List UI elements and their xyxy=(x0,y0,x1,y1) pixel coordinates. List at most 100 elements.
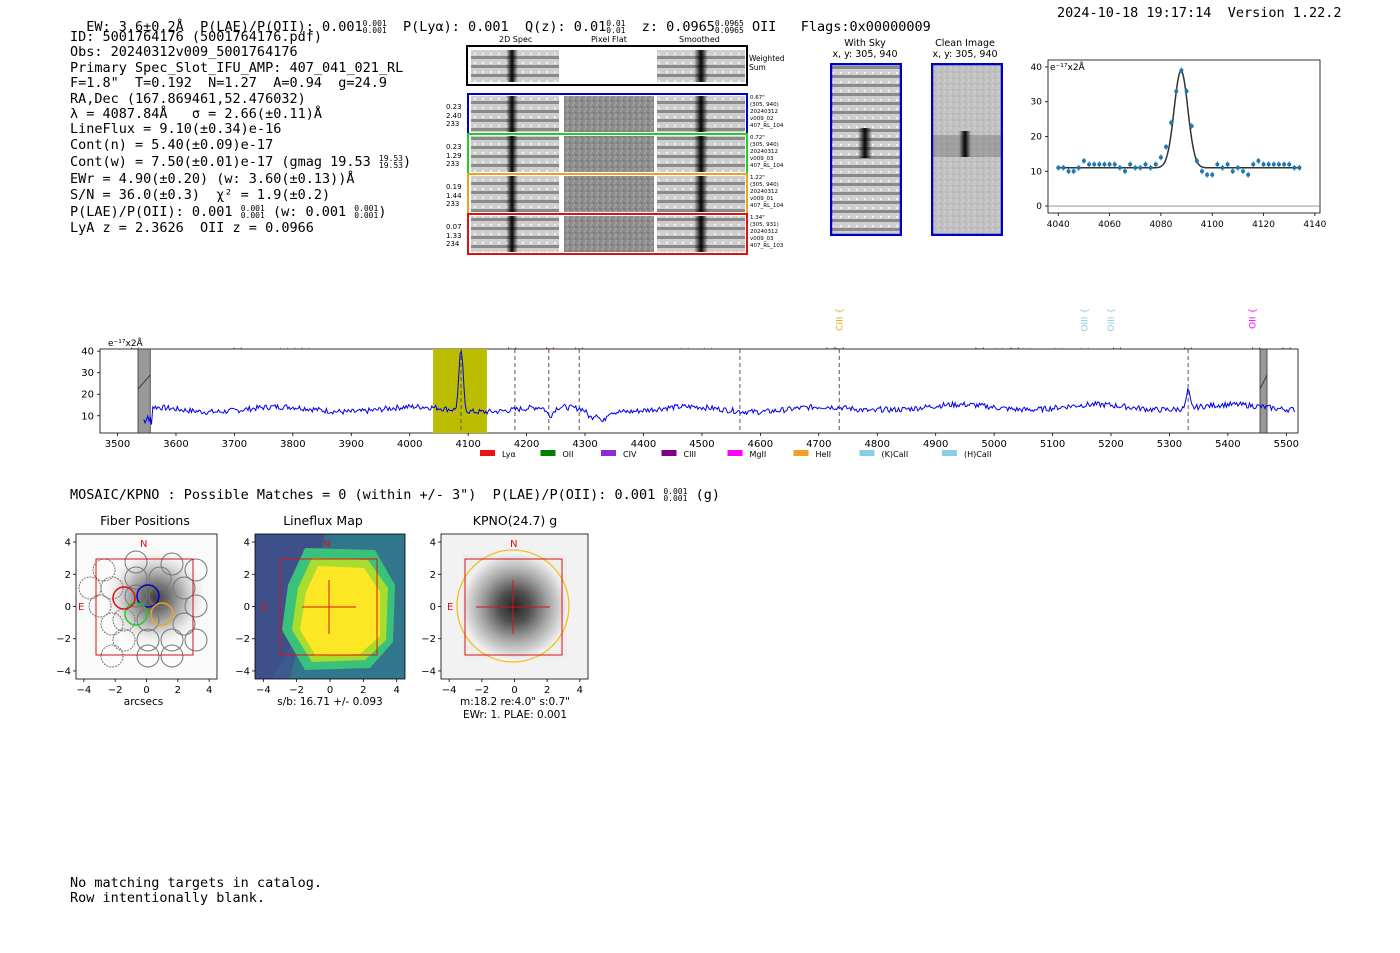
panel-xtick-label: 0 xyxy=(511,685,517,696)
zoom-data-point xyxy=(1287,162,1292,167)
zoom-xtick-label: 4100 xyxy=(1201,220,1224,230)
main-xtick-label: 5200 xyxy=(1098,439,1123,450)
footer-line1: No matching targets in catalog. xyxy=(70,875,322,891)
legend-label: (H)CaII xyxy=(964,450,991,459)
panel-xtick-label: 2 xyxy=(544,685,550,696)
legend-swatch xyxy=(480,450,495,456)
panel-ytick-label: 2 xyxy=(244,570,250,581)
main-xtick-label: 4900 xyxy=(923,439,948,450)
lineflux-aperture-box xyxy=(279,558,378,656)
emission-line-label: OIII { xyxy=(1107,308,1117,332)
lineflux-map-panel: N E xyxy=(254,533,406,680)
legend-swatch xyxy=(793,450,809,456)
info-radec: RA,Dec (167.869461,52.476032) xyxy=(70,90,306,107)
zoom-data-point xyxy=(1246,172,1251,177)
zoom-data-point xyxy=(1266,162,1271,167)
panel-xtick-label: 4 xyxy=(577,685,583,696)
masked-band xyxy=(1259,348,1268,434)
cutout-row-left-label: 0.23 2.40 233 xyxy=(446,103,462,128)
fiber-circle xyxy=(136,608,160,632)
legend-swatch xyxy=(727,450,743,456)
zoom-data-point xyxy=(1225,162,1230,167)
footer-line2: Row intentionally blank. xyxy=(70,890,266,907)
footer-block: No matching targets in catalog. Row inte… xyxy=(70,875,322,907)
panel-ytick-label: 0 xyxy=(244,602,250,613)
header-timestamp: 2024-10-18 19:17:14 xyxy=(1057,5,1212,21)
zoom-data-point xyxy=(1297,165,1302,170)
fiber-circle xyxy=(172,612,196,636)
cutout-row xyxy=(467,213,748,255)
panel-ytick-label: 4 xyxy=(244,538,250,549)
zoom-data-point xyxy=(1169,120,1174,125)
fiber-circle xyxy=(124,584,148,608)
col-title-smoothed: Smoothed xyxy=(679,35,720,44)
spectrum-line xyxy=(143,350,1295,425)
header-z-line: OII xyxy=(751,19,777,35)
zoom-ytick-label: 10 xyxy=(1031,167,1043,177)
panel-xtick-label: 2 xyxy=(360,685,366,696)
info-id: ID: 5001764176 (5001764176.pdf) xyxy=(70,29,322,45)
zoom-data-point xyxy=(1102,162,1107,167)
main-xtick-label: 4500 xyxy=(689,439,714,450)
header-bar: EW: 3.6±0.2Å P(LAE)/P(OII): 0.0010.001 0.… xyxy=(70,3,931,35)
zoom-data-point xyxy=(1256,158,1261,163)
matches-band: (g) xyxy=(695,487,720,503)
zoom-xtick-label: 4040 xyxy=(1047,220,1070,230)
fiber-circle xyxy=(136,628,160,652)
zoom-data-point xyxy=(1271,162,1276,167)
kpno-north-label: N xyxy=(510,539,517,550)
header-plya: P(Lyα): 0.001 xyxy=(403,19,509,35)
zoom-data-point xyxy=(1087,162,1092,167)
legend-swatch xyxy=(859,450,875,456)
fiber-circle xyxy=(124,566,148,590)
cutout-row-left-label: 0.07 1.33 234 xyxy=(446,223,462,248)
main-xtick-label: 4300 xyxy=(572,439,597,450)
fiber-north-label: N xyxy=(140,539,147,550)
fiber-circle xyxy=(100,644,124,668)
emission-line-label: OIII { xyxy=(1081,308,1091,332)
panel-ytick-label: 4 xyxy=(430,538,436,549)
cutout-row-left-label: 0.19 1.44 233 xyxy=(446,183,462,208)
info-lambda: λ = 4087.84Å σ = 2.66(±0.11)Å xyxy=(70,106,322,123)
kpno-xlabel2: EWr: 1. PLAE: 0.001 xyxy=(462,709,568,721)
panel-ytick-label: −4 xyxy=(421,666,436,677)
fiber-circle xyxy=(136,644,160,668)
matches-line: MOSAIC/KPNO : Possible Matches = 0 (with… xyxy=(70,487,720,503)
zoom-data-point xyxy=(1153,162,1158,167)
main-xtick-label: 4400 xyxy=(631,439,656,450)
zoom-data-point xyxy=(1056,165,1061,170)
main-xtick-label: 4700 xyxy=(806,439,831,450)
zoom-data-point xyxy=(1143,162,1148,167)
header-plae: P(LAE)/P(OII): 0.001 xyxy=(200,19,363,35)
cutout-row-right-label: 0.67" (305, 940) 20240312 v009_02 407_RL… xyxy=(750,95,784,129)
zoom-data-point xyxy=(1184,89,1189,94)
fiber-circle xyxy=(160,552,184,576)
col-title-2dspec: 2D Spec xyxy=(499,35,533,44)
fiber-blue xyxy=(136,584,160,608)
fiber-circle xyxy=(88,594,112,618)
col-title-pixelflat: Pixel Flat xyxy=(591,35,627,44)
legend-label: (K)CaII xyxy=(882,450,909,459)
panel-ytick-label: −2 xyxy=(421,634,436,645)
zoom-ytick-label: 40 xyxy=(1031,63,1043,73)
fiber-positions-panel: N E xyxy=(75,533,218,680)
zoom-data-point xyxy=(1220,165,1225,170)
zoom-model-curve xyxy=(1058,69,1300,169)
zoom-data-point xyxy=(1164,144,1169,149)
zoom-data-point xyxy=(1107,162,1112,167)
zoom-ytick-label: 0 xyxy=(1036,202,1042,212)
legend-swatch xyxy=(942,450,957,456)
panel-xtick-label: 4 xyxy=(393,685,399,696)
legend-swatch xyxy=(540,450,556,456)
lineflux-peak xyxy=(300,566,380,656)
panel-xtick-label: −2 xyxy=(474,685,489,696)
header-right: 2024-10-18 19:17:14 Version 1.22.2 xyxy=(1057,5,1342,21)
lineflux-xlabel: s/b: 16.71 +/- 0.093 xyxy=(277,696,383,708)
main-xtick-label: 3800 xyxy=(280,439,305,450)
panel-xtick-label: −4 xyxy=(76,685,91,696)
zoom-data-point xyxy=(1199,169,1204,174)
panel-xtick-label: −4 xyxy=(256,685,271,696)
matches-text: MOSAIC/KPNO : Possible Matches = 0 (with… xyxy=(70,487,656,503)
info-contn: Cont(n) = 5.40(±0.09)e-17 xyxy=(70,136,274,153)
panel-ytick-label: −2 xyxy=(235,634,250,645)
